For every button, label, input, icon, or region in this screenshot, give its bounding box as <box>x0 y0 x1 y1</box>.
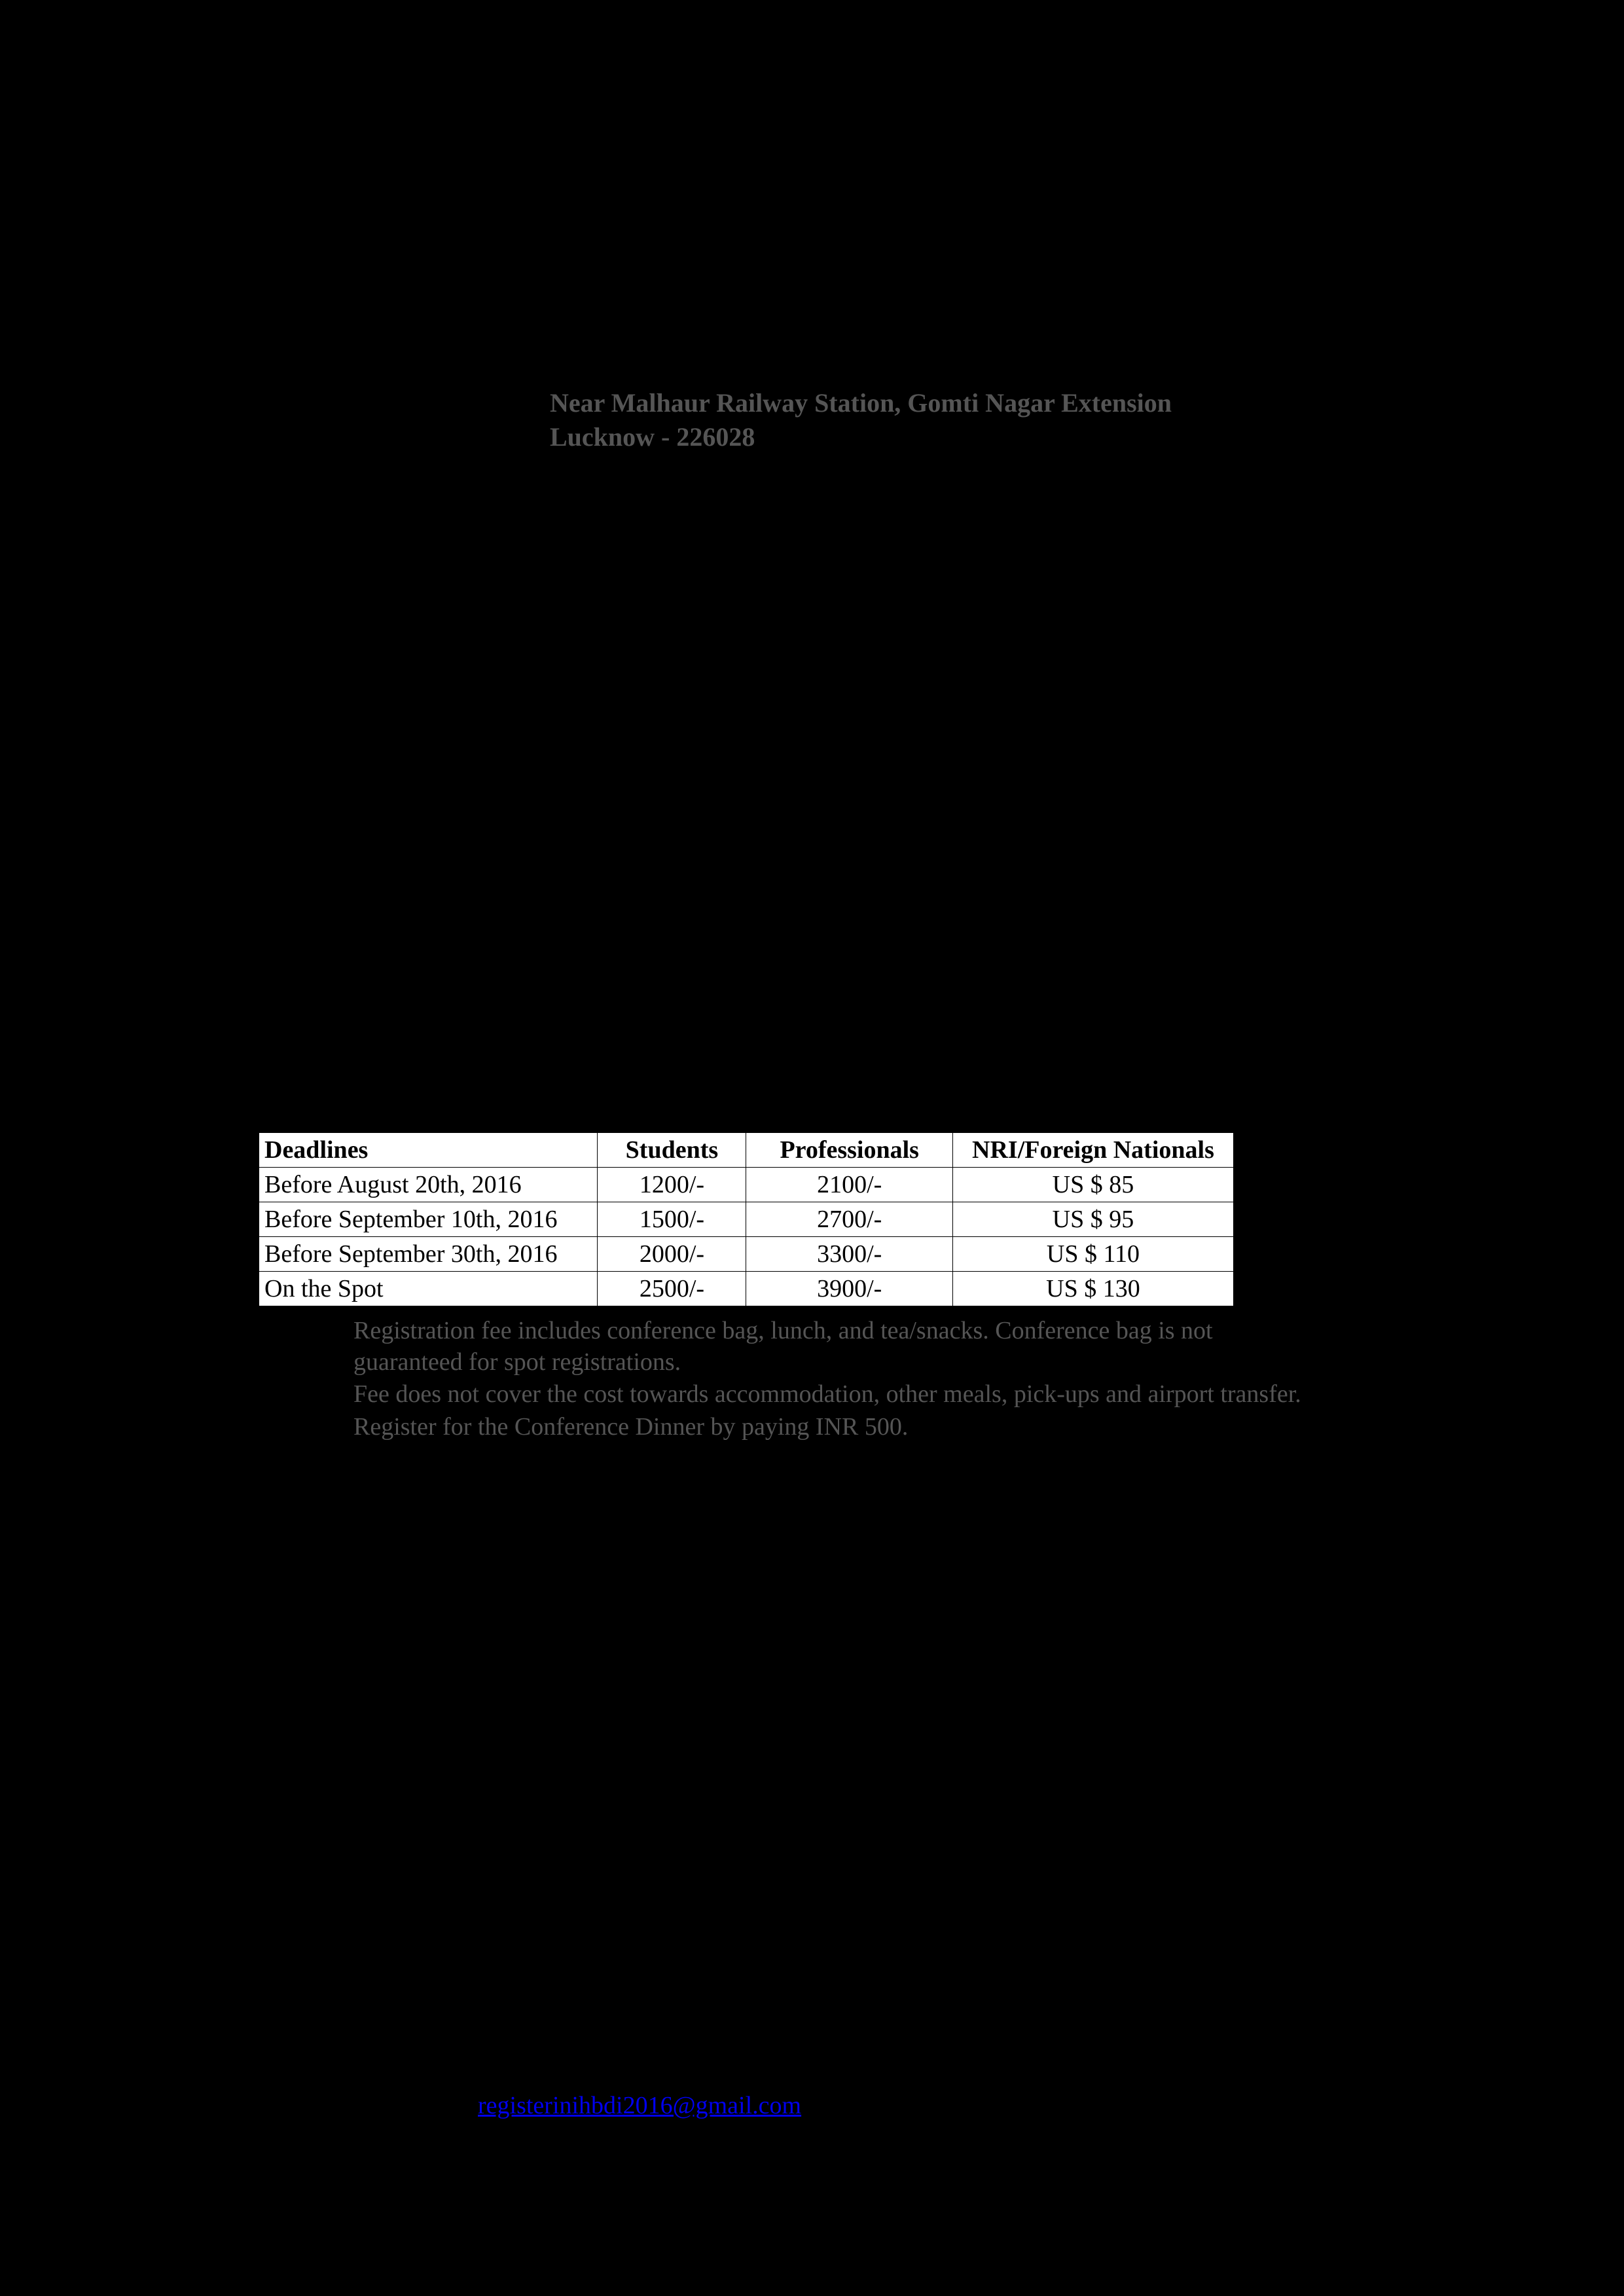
table-header-row: Deadlines Students Professionals NRI/For… <box>259 1133 1234 1168</box>
note-line-1: Registration fee includes conference bag… <box>353 1316 1303 1378</box>
registration-notes: Registration fee includes conference bag… <box>353 1316 1303 1444</box>
cell-nri: US $ 95 <box>952 1202 1233 1237</box>
cell-deadline: Before September 30th, 2016 <box>259 1237 598 1272</box>
cell-deadline: Before August 20th, 2016 <box>259 1168 598 1202</box>
table-row: On the Spot 2500/- 3900/- US $ 130 <box>259 1272 1234 1306</box>
cell-students: 2000/- <box>598 1237 746 1272</box>
cell-professionals: 3900/- <box>746 1272 952 1306</box>
cell-professionals: 2100/- <box>746 1168 952 1202</box>
cell-nri: US $ 110 <box>952 1237 1233 1272</box>
cell-students: 1200/- <box>598 1168 746 1202</box>
note-line-3: Register for the Conference Dinner by pa… <box>353 1412 1303 1443</box>
registration-fee-table: Deadlines Students Professionals NRI/For… <box>259 1132 1234 1306</box>
note-line-2: Fee does not cover the cost towards acco… <box>353 1379 1303 1410</box>
col-header-deadlines: Deadlines <box>259 1133 598 1168</box>
cell-nri: US $ 85 <box>952 1168 1233 1202</box>
registration-fee-table-container: Deadlines Students Professionals NRI/For… <box>259 1132 1234 1306</box>
col-header-students: Students <box>598 1133 746 1168</box>
table-row: Before August 20th, 2016 1200/- 2100/- U… <box>259 1168 1234 1202</box>
cell-nri: US $ 130 <box>952 1272 1233 1306</box>
cell-deadline: Before September 10th, 2016 <box>259 1202 598 1237</box>
col-header-professionals: Professionals <box>746 1133 952 1168</box>
address-line-2: Lucknow - 226028 <box>550 420 1172 454</box>
cell-professionals: 3300/- <box>746 1237 952 1272</box>
cell-students: 2500/- <box>598 1272 746 1306</box>
registration-email: registerinihbdi2016@gmail.com <box>478 2091 801 2120</box>
table-row: Before September 30th, 2016 2000/- 3300/… <box>259 1237 1234 1272</box>
table-row: Before September 10th, 2016 1500/- 2700/… <box>259 1202 1234 1237</box>
address-line-1: Near Malhaur Railway Station, Gomti Naga… <box>550 386 1172 420</box>
col-header-nri: NRI/Foreign Nationals <box>952 1133 1233 1168</box>
cell-students: 1500/- <box>598 1202 746 1237</box>
cell-deadline: On the Spot <box>259 1272 598 1306</box>
cell-professionals: 2700/- <box>746 1202 952 1237</box>
venue-address: Near Malhaur Railway Station, Gomti Naga… <box>550 386 1172 454</box>
email-link[interactable]: registerinihbdi2016@gmail.com <box>478 2092 801 2119</box>
